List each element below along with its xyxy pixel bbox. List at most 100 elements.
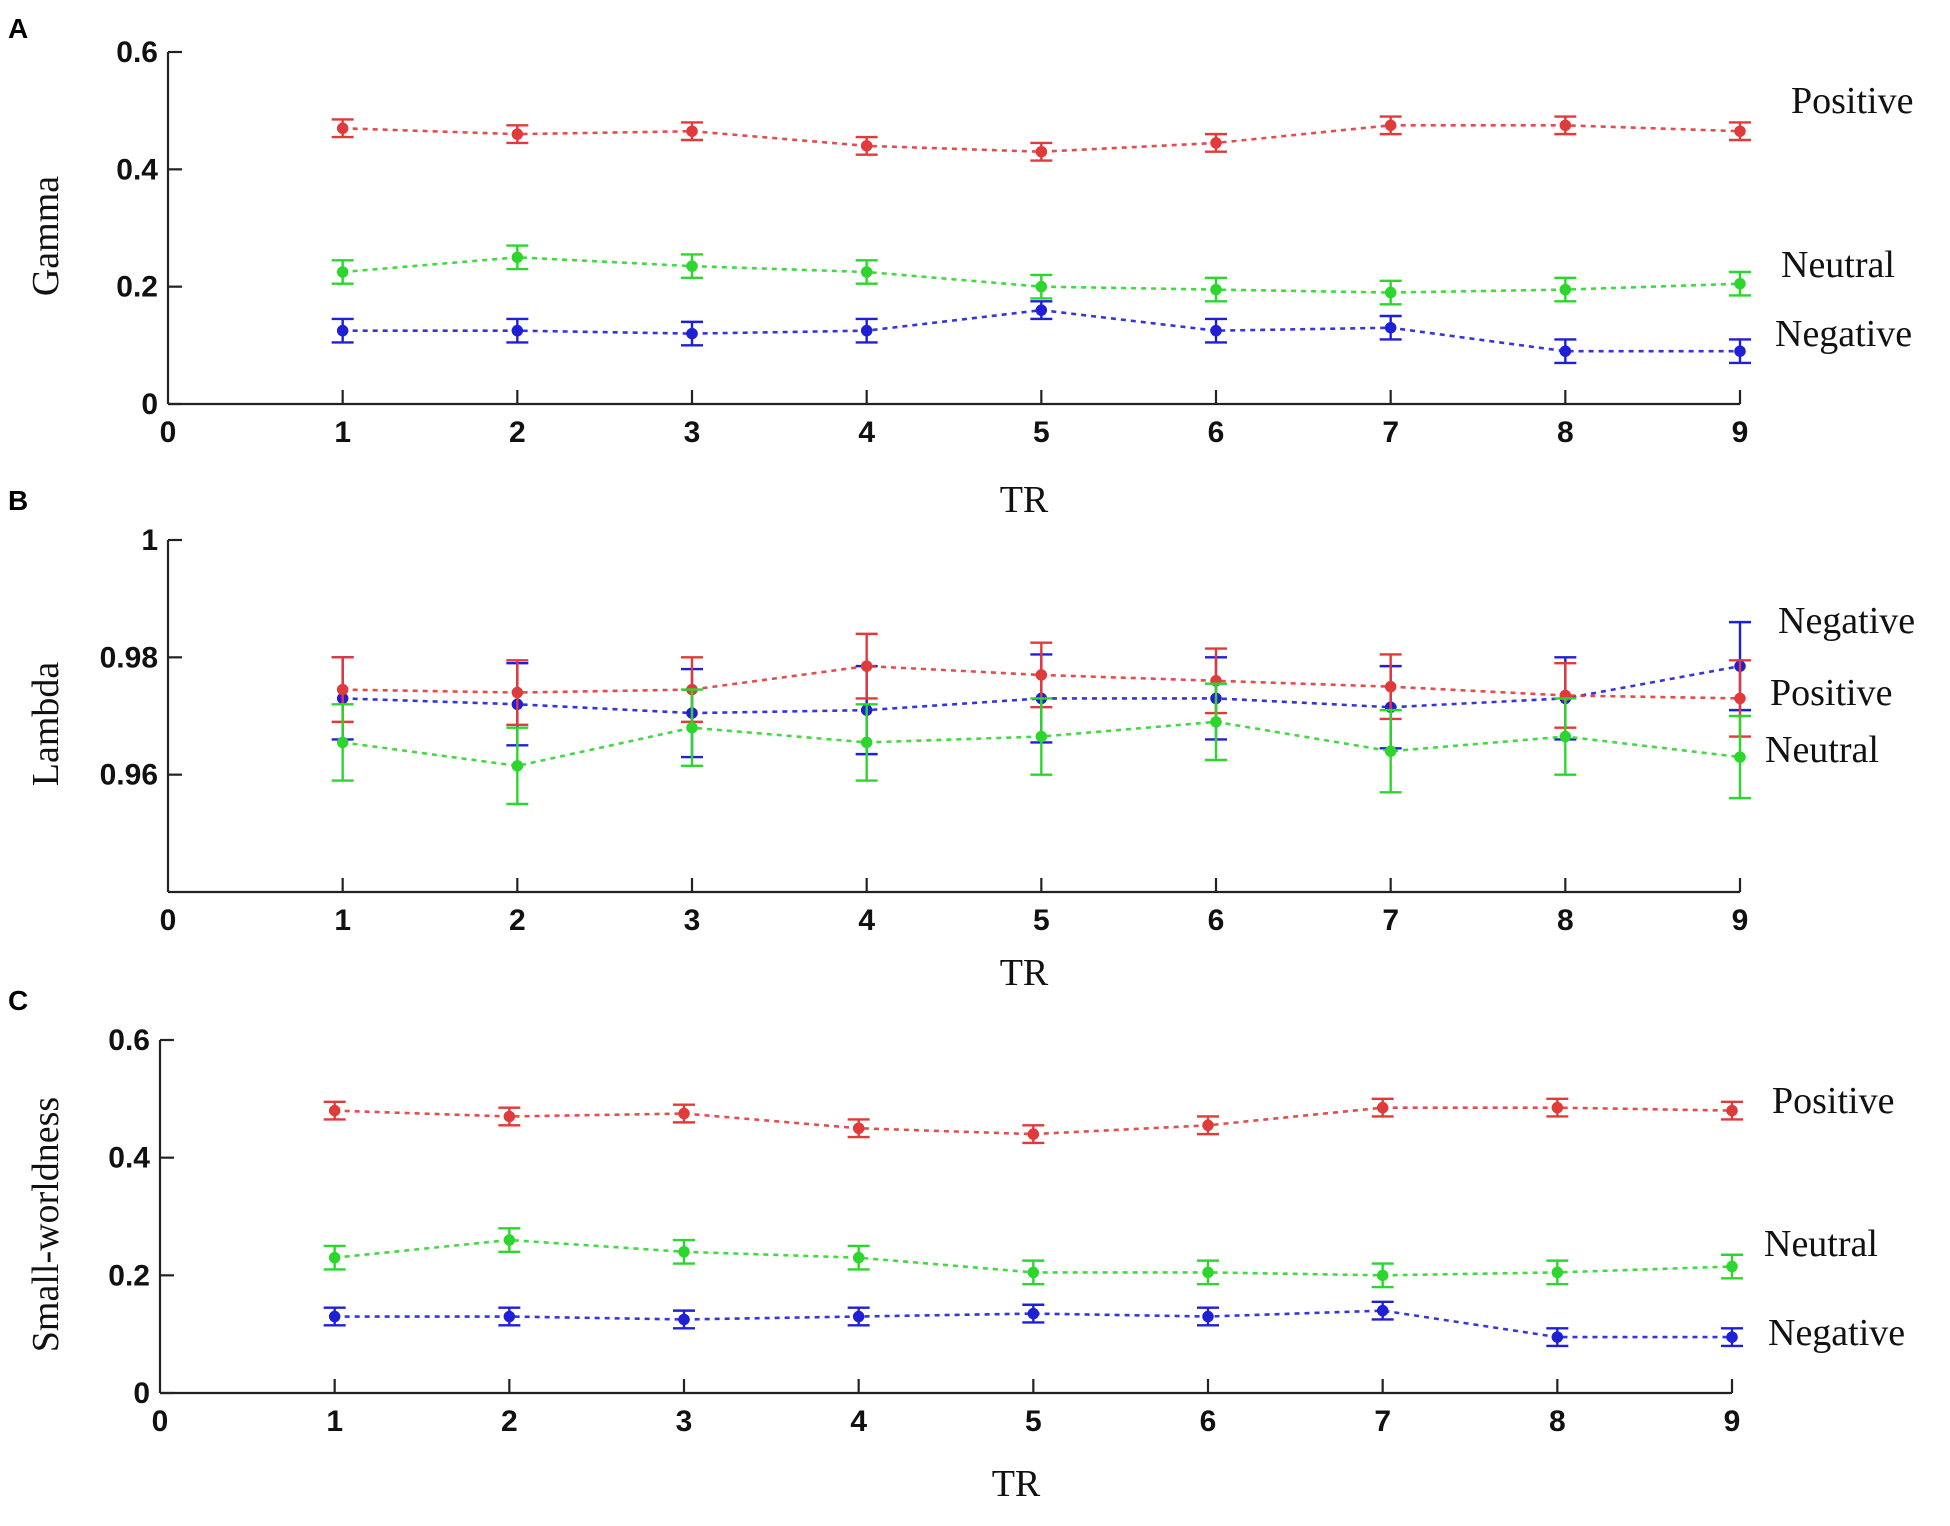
y-tick-label: 0 <box>133 1377 150 1410</box>
data-point <box>1384 119 1397 132</box>
panel-letter: B <box>8 485 28 516</box>
x-tick-label: 6 <box>1208 416 1225 449</box>
x-axis-title: TR <box>1000 952 1049 994</box>
data-point <box>1726 1260 1738 1273</box>
series-line <box>342 124 1741 154</box>
series-label-negative: Negative <box>1778 600 1915 642</box>
x-axis-title: TR <box>1000 479 1049 521</box>
data-point <box>1202 1266 1214 1279</box>
x-tick-label: 0 <box>152 1405 169 1438</box>
data-point <box>1035 280 1048 293</box>
series-positive: Positive <box>331 80 1913 162</box>
series-neutral: Neutral <box>323 1223 1878 1289</box>
data-point <box>1734 345 1746 357</box>
data-point <box>1027 1128 1040 1140</box>
series-label-positive: Positive <box>1770 672 1892 714</box>
data-point <box>1376 1269 1389 1282</box>
y-tick-label: 0.4 <box>108 1142 150 1175</box>
data-point <box>1210 137 1222 149</box>
data-point <box>1551 1101 1564 1114</box>
y-tick-label: 0.98 <box>100 641 158 674</box>
data-point <box>511 324 524 337</box>
data-point <box>511 760 524 772</box>
series-label-neutral: Neutral <box>1765 729 1879 771</box>
x-tick-label: 4 <box>858 904 875 937</box>
data-point <box>1734 277 1746 290</box>
data-point <box>686 260 698 272</box>
data-point <box>1384 745 1397 757</box>
data-point <box>1559 730 1572 743</box>
series-label-positive: Positive <box>1791 80 1913 122</box>
data-point <box>503 1310 516 1323</box>
data-point <box>1551 1266 1564 1279</box>
data-point <box>511 251 524 264</box>
data-point <box>1035 304 1048 316</box>
series-negative: Negative <box>323 1300 1905 1354</box>
data-point <box>328 1104 341 1117</box>
data-point <box>860 324 873 337</box>
data-point <box>852 1251 865 1264</box>
x-tick-label: 3 <box>684 416 701 449</box>
y-tick-label: 0.4 <box>116 153 158 186</box>
x-tick-label: 4 <box>858 416 875 449</box>
x-tick-label: 2 <box>509 904 526 937</box>
data-point <box>1384 680 1397 693</box>
x-tick-label: 2 <box>509 416 526 449</box>
series-label-negative: Negative <box>1775 313 1912 355</box>
data-point <box>1551 1331 1564 1343</box>
panel-c: C 0 0.2 0.4 0.6 0 1 2 3 4 5 6 7 8 9 TR Small-worldness Po… <box>8 985 1905 1505</box>
data-point <box>336 736 349 749</box>
data-point <box>860 266 873 278</box>
x-tick-label: 9 <box>1724 1405 1741 1438</box>
series-neutral: Neutral <box>331 244 1895 306</box>
y-tick-label: 0.2 <box>108 1259 150 1292</box>
data-point <box>1559 345 1572 357</box>
data-point <box>1210 283 1222 296</box>
x-tick-label: 8 <box>1557 416 1574 449</box>
y-axis-title: Lambda <box>25 662 67 787</box>
data-point <box>503 1234 516 1246</box>
panel-letter: A <box>8 13 28 44</box>
panel-b: B 0.96 0.98 1 0 1 2 3 4 5 6 7 8 9 TR Lambda Negative Posi… <box>8 485 1915 994</box>
panel-letter: C <box>8 985 28 1016</box>
x-tick-label: 5 <box>1033 904 1050 937</box>
data-point <box>678 1107 690 1120</box>
data-point <box>328 1251 341 1264</box>
x-tick-label: 6 <box>1200 1405 1217 1438</box>
series-label-negative: Negative <box>1768 1312 1905 1354</box>
series-label-positive: Positive <box>1772 1080 1894 1122</box>
data-point <box>511 686 524 699</box>
x-tick-label: 1 <box>326 1405 343 1438</box>
x-tick-label: 7 <box>1382 416 1399 449</box>
data-point <box>336 324 349 337</box>
x-tick-label: 3 <box>676 1405 693 1438</box>
x-tick-label: 5 <box>1033 416 1050 449</box>
x-tick-label: 7 <box>1374 1405 1391 1438</box>
y-tick-label: 0.96 <box>100 759 158 792</box>
x-tick-label: 1 <box>334 416 351 449</box>
x-tick-label: 9 <box>1732 904 1749 937</box>
data-point <box>1376 1101 1389 1114</box>
data-point <box>686 721 698 734</box>
series-line <box>342 720 1741 768</box>
data-point <box>1559 283 1572 296</box>
data-point <box>1734 125 1746 137</box>
y-tick-label: 0 <box>141 388 158 421</box>
data-point <box>1384 286 1397 299</box>
y-axis-title: Small-worldness <box>25 1097 67 1352</box>
data-point <box>336 122 349 135</box>
x-tick-label: 1 <box>334 904 351 937</box>
data-point <box>1734 751 1746 763</box>
data-point <box>860 140 873 152</box>
data-point <box>511 128 524 140</box>
data-point <box>1035 669 1048 681</box>
data-point <box>336 683 349 696</box>
x-tick-label: 8 <box>1549 1405 1566 1438</box>
panel-a: A 0 0.2 0.4 0.6 0 1 2 3 4 5 6 7 8 9 TR Gamma Positive Neut… <box>8 13 1913 521</box>
data-point <box>1202 1310 1214 1323</box>
x-tick-label: 0 <box>160 904 177 937</box>
series-line <box>342 308 1740 353</box>
series-line <box>334 1309 1732 1339</box>
data-point <box>1384 321 1397 334</box>
